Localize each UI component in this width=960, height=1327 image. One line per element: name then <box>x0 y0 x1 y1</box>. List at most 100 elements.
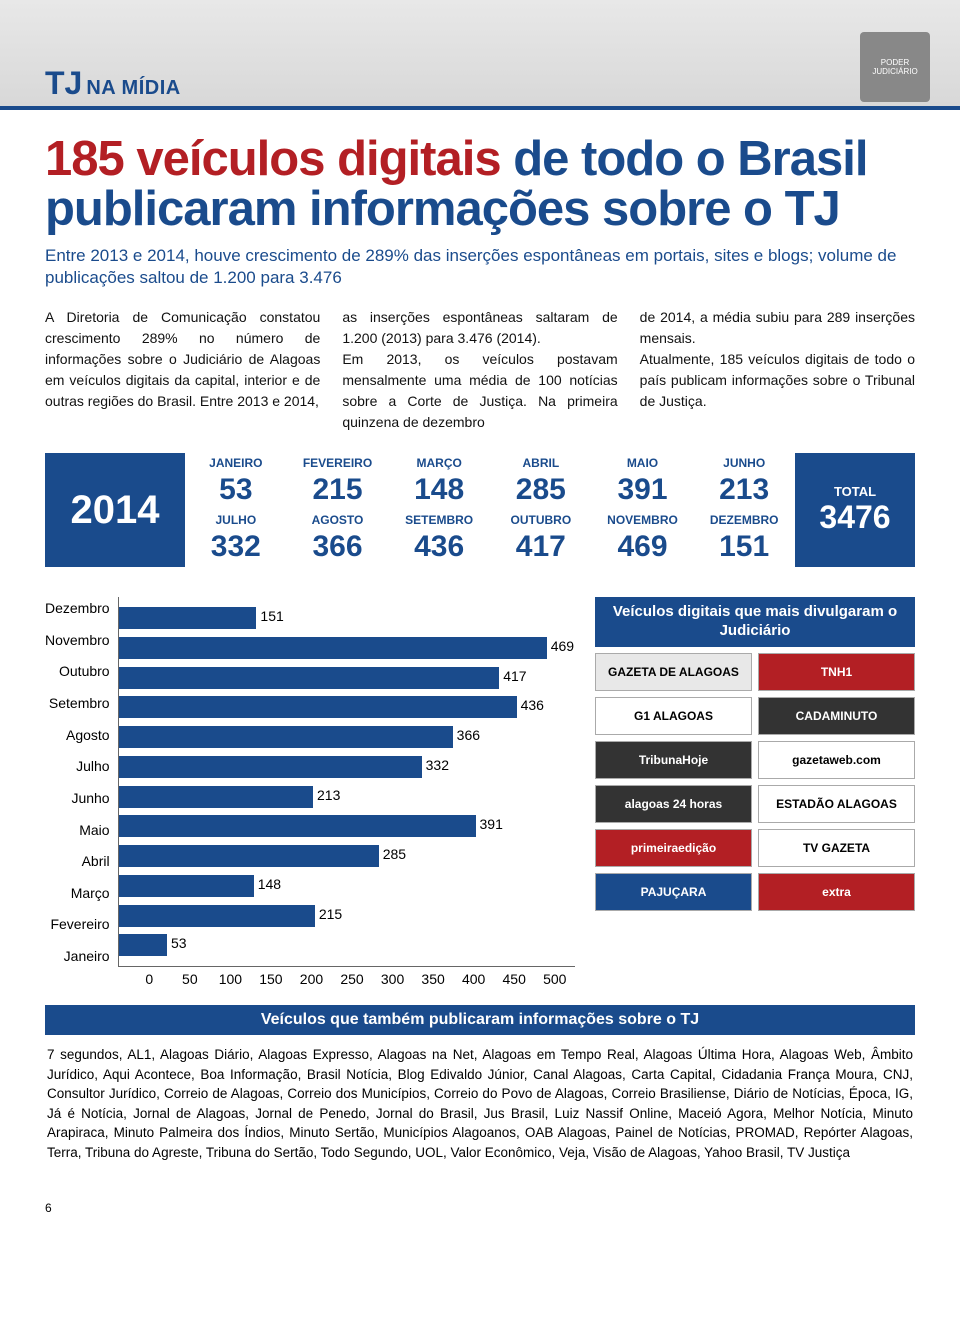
month-label: MAIO <box>592 453 694 473</box>
chart-x-tick: 350 <box>413 971 454 987</box>
chart-bar-value: 285 <box>379 846 406 862</box>
chart-bar <box>119 875 254 897</box>
chart-row-label: Novembro <box>45 632 110 648</box>
month-label: FEVEREIRO <box>287 453 389 473</box>
chart-bar-row: 148 <box>119 875 575 897</box>
chart-x-tick: 150 <box>251 971 292 987</box>
month-label: OUTUBRO <box>490 510 592 530</box>
month-label: JULHO <box>185 510 287 530</box>
monthly-table: 2014 JANEIRO FEVEREIRO MARÇO ABRIL MAIO … <box>45 453 915 567</box>
vehicle-logo: alagoas 24 horas <box>595 785 752 823</box>
body-col-1: A Diretoria de Comunicação constatou cre… <box>45 307 320 433</box>
also-published-list: 7 segundos, AL1, Alagoas Diário, Alagoas… <box>45 1035 915 1162</box>
vehicle-logo: G1 ALAGOAS <box>595 697 752 735</box>
chart-row-label: Setembro <box>45 695 110 711</box>
chart-bar <box>119 607 257 629</box>
chart-bar <box>119 786 313 808</box>
header-newspaper-collage: TJ NA MÍDIA PODER JUDICIÁRIO <box>0 0 960 110</box>
body-col-3: de 2014, a média subiu para 289 inserçõe… <box>640 307 915 433</box>
chart-bar-value: 391 <box>476 816 503 832</box>
month-label: ABRIL <box>490 453 592 473</box>
vehicle-logo: TribunaHoje <box>595 741 752 779</box>
chart-bar-row: 215 <box>119 905 575 927</box>
body-columns: A Diretoria de Comunicação constatou cre… <box>45 307 915 433</box>
chart-bar-value: 436 <box>517 697 544 713</box>
month-label: AGOSTO <box>287 510 389 530</box>
month-value: 391 <box>592 473 694 510</box>
vehicles-title: Veículos digitais que mais divulgaram o … <box>595 597 915 647</box>
chart-x-tick: 100 <box>210 971 251 987</box>
month-value: 332 <box>185 530 287 567</box>
chart-bar <box>119 934 167 956</box>
chart-row-label: Fevereiro <box>45 916 110 932</box>
chart-row-label: Abril <box>45 853 110 869</box>
total-value: 3476 <box>819 499 890 536</box>
month-value: 436 <box>388 530 490 567</box>
vehicle-logo: CADAMINUTO <box>758 697 915 735</box>
chart-bar-value: 215 <box>315 906 342 922</box>
chart-x-tick: 0 <box>129 971 170 987</box>
month-value: 469 <box>592 530 694 567</box>
poder-judiciario-logo: PODER JUDICIÁRIO <box>860 32 930 102</box>
chart-row-label: Agosto <box>45 727 110 743</box>
chart-bar-row: 366 <box>119 726 575 748</box>
chart-bar-row: 213 <box>119 786 575 808</box>
chart-bar <box>119 726 453 748</box>
vehicle-logo: PAJUÇARA <box>595 873 752 911</box>
headline-blue-2: publicaram informações sobre o TJ <box>45 182 840 236</box>
month-label: JANEIRO <box>185 453 287 473</box>
chart-bar-row: 332 <box>119 756 575 778</box>
month-label: SETEMBRO <box>388 510 490 530</box>
headline: 185 veículos digitais de todo o Brasil p… <box>45 135 915 235</box>
chart-row-label: Outubro <box>45 663 110 679</box>
tj-na-midia-logo: TJ NA MÍDIA <box>45 65 181 102</box>
chart-row-label: Dezembro <box>45 600 110 616</box>
subhead: Entre 2013 e 2014, houve crescimento de … <box>45 245 915 289</box>
months-grid: JANEIRO FEVEREIRO MARÇO ABRIL MAIO JUNHO… <box>185 453 795 567</box>
vehicle-logo: GAZETA DE ALAGOAS <box>595 653 752 691</box>
chart-row-label: Julho <box>45 758 110 774</box>
chart-bar-value: 366 <box>453 727 480 743</box>
vehicle-logo: extra <box>758 873 915 911</box>
chart-bar-row: 417 <box>119 667 575 689</box>
chart-bar-row: 391 <box>119 815 575 837</box>
na-midia-text: NA MÍDIA <box>86 77 180 100</box>
chart-bar <box>119 756 422 778</box>
chart-bar-row: 53 <box>119 934 575 956</box>
chart-bar-row: 151 <box>119 607 575 629</box>
chart-x-tick: 400 <box>453 971 494 987</box>
chart-bar-row: 436 <box>119 696 575 718</box>
total-label: TOTAL <box>834 484 876 499</box>
total-box: TOTAL 3476 <box>795 453 915 567</box>
month-label: JUNHO <box>693 453 795 473</box>
month-value: 366 <box>287 530 389 567</box>
vehicle-logo: ESTADÃO ALAGOAS <box>758 785 915 823</box>
chart-bar-value: 148 <box>254 876 281 892</box>
chart-y-labels: Dezembro Novembro Outubro Setembro Agosto Jul… <box>45 597 118 967</box>
month-value: 285 <box>490 473 592 510</box>
headline-red: 185 veículos digitais <box>45 132 501 186</box>
chart-x-tick: 250 <box>332 971 373 987</box>
chart-bars: 151 469 417 436 366332 213 391 285 148 215 53 <box>118 597 575 967</box>
also-published-title: Veículos que também publicaram informaçõ… <box>45 1005 915 1035</box>
year-box: 2014 <box>45 453 185 567</box>
vehicle-logo: TNH1 <box>758 653 915 691</box>
chart-row-label: Maio <box>45 822 110 838</box>
vehicles-panel: Veículos digitais que mais divulgaram o … <box>595 597 915 987</box>
chart-bar-value: 332 <box>422 757 449 773</box>
month-value: 417 <box>490 530 592 567</box>
month-value: 213 <box>693 473 795 510</box>
chart-bar-row: 285 <box>119 845 575 867</box>
vehicles-logo-grid: GAZETA DE ALAGOASTNH1G1 ALAGOASCADAMINUT… <box>595 653 915 911</box>
chart-bar-value: 151 <box>256 608 283 624</box>
chart-row-label: Março <box>45 885 110 901</box>
chart-bar-row: 469 <box>119 637 575 659</box>
chart-bar-value: 213 <box>313 787 340 803</box>
page-number: 6 <box>0 1183 960 1225</box>
chart-x-tick: 500 <box>534 971 575 987</box>
body-col-2: as inserções espontâneas saltaram de 1.2… <box>342 307 617 433</box>
vehicle-logo: primeiraedição <box>595 829 752 867</box>
chart-bar <box>119 667 500 689</box>
chart-bar-value: 417 <box>499 668 526 684</box>
vehicle-logo: gazetaweb.com <box>758 741 915 779</box>
